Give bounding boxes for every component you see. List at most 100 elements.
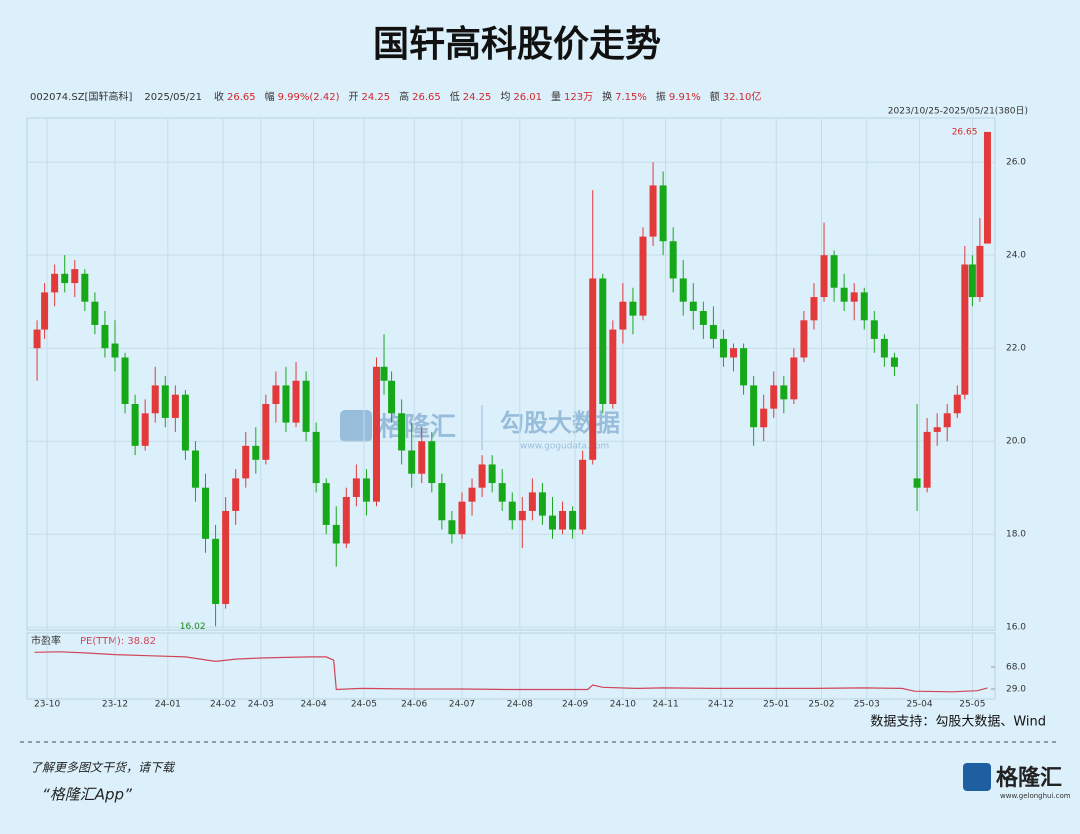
candle-body — [820, 255, 828, 298]
candle-body — [913, 478, 921, 488]
x-tick-label: 25-02 — [808, 700, 834, 710]
range-label: 2023/10/25-2025/05/21(380日) — [888, 106, 1028, 117]
candle-body — [272, 385, 280, 404]
candle-body — [933, 427, 941, 432]
x-tick-label: 23-12 — [102, 700, 128, 710]
candle-body — [689, 301, 697, 311]
info-label: 均 — [500, 91, 510, 103]
candle-body — [923, 431, 931, 488]
candle-body — [61, 273, 69, 284]
candle-body — [111, 343, 119, 358]
candle-body — [943, 413, 951, 428]
x-tick-label: 24-01 — [155, 700, 181, 710]
candle-body — [810, 297, 818, 321]
logo-url: www.gelonghui.com — [1000, 792, 1071, 800]
logo-icon — [963, 763, 991, 791]
candle-body — [352, 478, 360, 498]
candle-body — [679, 278, 687, 302]
logo-text: 格隆汇 — [996, 765, 1062, 791]
candle-body — [252, 445, 260, 460]
candle-body — [498, 483, 506, 502]
candle-body — [161, 385, 169, 418]
candle-body — [961, 264, 969, 395]
candle-body — [800, 320, 808, 358]
candle-body — [508, 501, 516, 521]
x-tick-label: 24-07 — [449, 700, 475, 710]
candle-body — [538, 492, 546, 516]
candle-body — [372, 366, 380, 502]
chart-title: 国轩高科股价走势 — [373, 24, 661, 65]
candle-body — [81, 273, 89, 302]
x-tick-label: 25-01 — [763, 700, 789, 710]
candle-body — [342, 497, 350, 544]
x-tick-label: 25-04 — [906, 700, 932, 710]
pe-frame — [26, 632, 996, 700]
x-tick-label: 23-10 — [34, 700, 60, 710]
y-tick-label: 24.0 — [1006, 251, 1026, 261]
candle-body — [983, 131, 991, 244]
candle-body — [478, 464, 486, 488]
y-tick-label: 22.0 — [1006, 344, 1026, 354]
candle-body — [191, 450, 199, 488]
candle-body — [388, 380, 396, 414]
candle-body — [171, 394, 179, 418]
x-tick-label: 24-04 — [301, 700, 327, 710]
info-label: 量 — [551, 91, 561, 103]
watermark-icon — [340, 410, 372, 442]
candle-body — [599, 278, 607, 404]
info-value: 123万 — [564, 92, 593, 103]
candle-body — [380, 366, 388, 381]
y-tick-label: 20.0 — [1006, 437, 1026, 447]
pe-tick-label: 29.0 — [1006, 684, 1026, 694]
pe-tick-label: 68.0 — [1006, 662, 1026, 672]
watermark-brand: 格隆汇 — [378, 412, 456, 443]
y-tick-label: 26.0 — [1006, 158, 1026, 168]
footer-line1: 了解更多图文干货，请下载 — [30, 761, 176, 775]
candle-body — [780, 385, 788, 400]
candle-body — [860, 292, 868, 321]
info-value: 24.25 — [361, 92, 390, 103]
candle-body — [488, 464, 496, 484]
candle-body — [870, 320, 878, 339]
info-label: 002074.SZ[国轩高科] — [30, 90, 132, 103]
info-label: 额 — [710, 90, 720, 103]
candle-body — [131, 403, 139, 446]
candle-body — [408, 450, 416, 474]
info-label: 低 — [450, 90, 460, 103]
max-label: 26.65 — [952, 127, 978, 137]
info-label: 开 — [348, 92, 358, 103]
candle-body — [699, 310, 707, 325]
candle-body — [232, 478, 240, 511]
min-label: 16.02 — [180, 622, 206, 632]
candle-body — [101, 324, 109, 349]
candle-body — [312, 431, 320, 484]
candle-body — [398, 413, 406, 451]
info-value: 24.25 — [463, 92, 492, 103]
candle-body — [569, 510, 577, 530]
info-value: 26.65 — [412, 92, 441, 103]
candle-body — [719, 338, 727, 358]
candle-body — [740, 348, 748, 386]
candle-body — [151, 385, 159, 414]
candle-body — [51, 273, 59, 293]
info-value: 32.10亿 — [723, 90, 762, 103]
candle-body — [840, 287, 848, 302]
candle-body — [528, 492, 536, 511]
candle-body — [282, 385, 290, 423]
x-tick-label: 24-02 — [210, 700, 236, 710]
candle-body — [181, 394, 189, 451]
candle-body — [639, 236, 647, 316]
x-tick-label: 24-10 — [610, 700, 636, 710]
candle-body — [589, 278, 597, 460]
candle-body — [33, 329, 41, 349]
candle-body — [709, 324, 717, 339]
candle-body — [609, 329, 617, 404]
candle-body — [579, 459, 587, 530]
candle-body — [760, 408, 768, 428]
x-tick-label: 24-09 — [562, 700, 588, 710]
x-tick-label: 25-03 — [854, 700, 880, 710]
candle-body — [262, 403, 270, 460]
candle-body — [669, 241, 677, 279]
candle-body — [830, 255, 838, 288]
